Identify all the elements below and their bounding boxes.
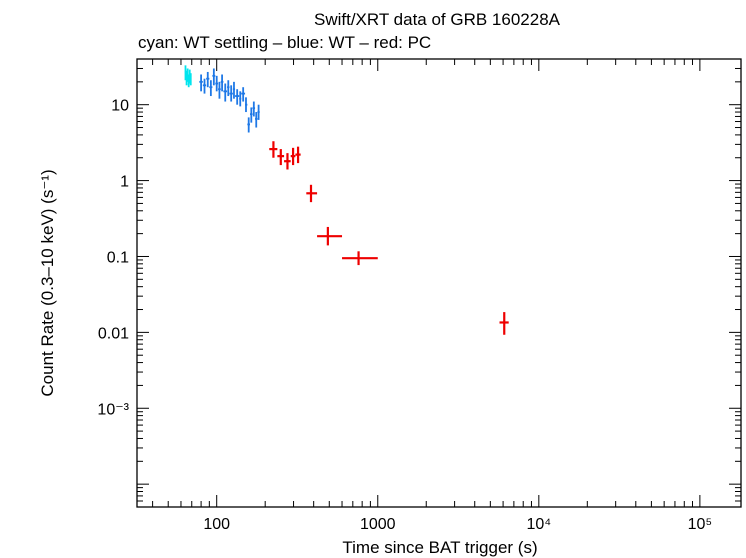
data-point [247,117,251,133]
data-point [277,149,285,166]
data-marks [184,65,509,335]
data-point [317,226,343,246]
data-point [227,80,230,97]
series-pc [269,141,509,335]
x-tick-label: 10⁵ [688,516,712,533]
axis-tick-labels: 100 1000 10⁴ 10⁵ 10 1 0.1 0.01 10⁻³ [97,98,712,533]
y-tick-label: 0.01 [98,325,129,342]
data-point [306,184,318,203]
plot-frame [136,58,742,508]
series-wt-settling [184,65,192,88]
data-point [189,73,192,86]
data-point [229,85,233,102]
data-point [342,251,378,266]
data-point [223,83,228,102]
y-tick-label: 1 [120,174,129,191]
data-point [245,97,248,113]
data-point [290,147,296,166]
y-axis-label: Count Rate (0.3–10 keV) (s⁻¹) [38,169,57,396]
data-point [499,312,509,335]
data-point [232,81,236,99]
data-point [209,80,213,97]
x-tick-label: 10⁴ [526,516,551,533]
data-point [199,74,203,92]
data-point [284,153,291,170]
chart-subtitle: cyan: WT settling – blue: WT – red: PC [138,33,431,52]
data-point [255,112,258,128]
chart-title: Swift/XRT data of GRB 160228A [314,10,561,29]
data-point [206,71,210,88]
data-point [269,141,278,158]
data-point [202,78,207,94]
data-point [252,101,256,117]
x-axis-label: Time since BAT trigger (s) [342,538,537,557]
data-point [220,74,224,92]
data-point [250,107,253,123]
x-tick-label: 100 [203,516,230,533]
data-point [215,75,219,92]
data-point [295,146,301,164]
data-point [257,104,260,120]
series-wt [199,68,260,133]
data-point [212,68,216,86]
data-point [235,89,240,105]
y-tick-label: 10 [111,98,129,115]
y-tick-label: 0.1 [107,249,129,266]
data-point [241,87,246,102]
data-point [239,91,242,107]
x-tick-label: 1000 [360,516,396,533]
y-tick-label: 10⁻³ [97,401,129,418]
data-point [218,81,221,99]
axis-ticks [137,58,741,508]
